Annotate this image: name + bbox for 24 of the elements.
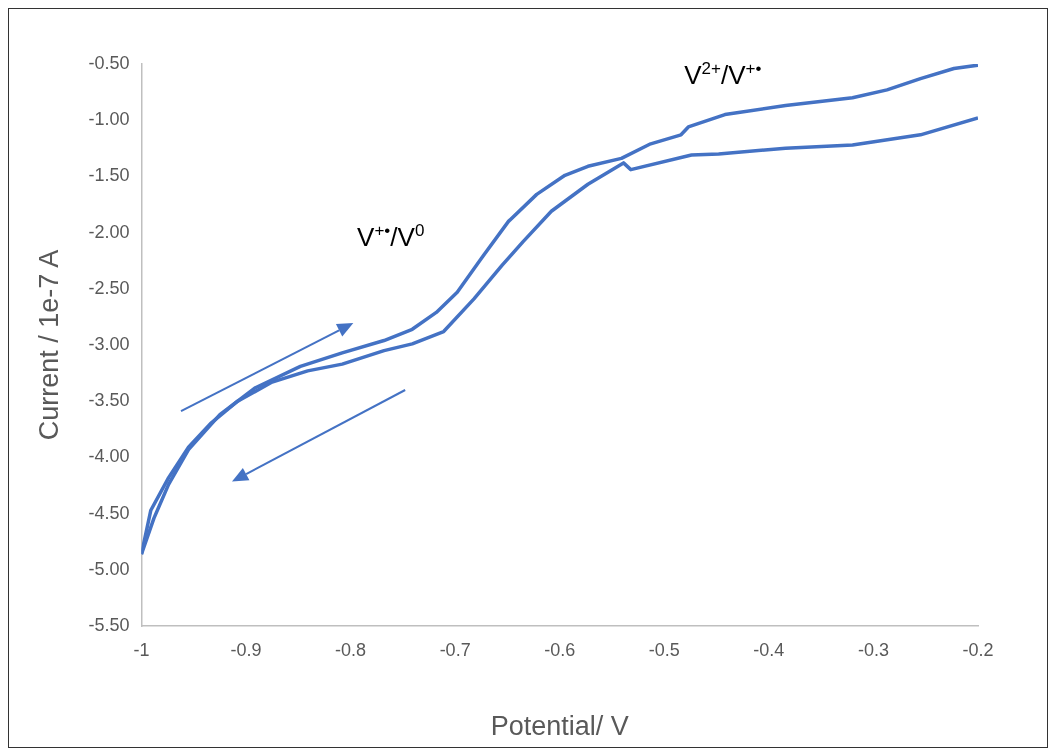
x-tick-label: -0.8 <box>335 639 367 660</box>
y-tick-label: -1.50 <box>88 165 130 186</box>
y-tick-label: -0.50 <box>88 52 130 73</box>
y-tick-label: -5.00 <box>88 558 130 579</box>
y-tick-label: -3.50 <box>88 390 130 411</box>
y-tick-label: -3.00 <box>88 333 130 354</box>
y-tick-label: -4.50 <box>88 502 130 523</box>
y-tick-label: -1.00 <box>88 109 130 130</box>
x-tick-label: -0.9 <box>230 639 262 660</box>
x-tick-label: -0.3 <box>857 639 889 660</box>
y-tick-label: -2.00 <box>88 221 130 242</box>
x-tick-label: -0.2 <box>962 639 994 660</box>
x-tick-label: -0.4 <box>753 639 785 660</box>
y-tick-label: -4.00 <box>88 446 130 467</box>
x-tick-label: -1 <box>133 639 150 660</box>
annotation: V$^{2+}$/V$^{+•}$ <box>684 58 762 91</box>
y-axis-title: Current / 1e-7 A <box>33 249 64 441</box>
x-tick-label: -0.5 <box>648 639 680 660</box>
x-axis-title: Potential/ V <box>490 711 629 742</box>
y-tick-label: -2.50 <box>88 277 130 298</box>
annotation: V$^{+•}$/V$^{0}$ <box>357 220 425 253</box>
x-tick-label: -0.7 <box>439 639 471 660</box>
x-tick-label: -0.6 <box>544 639 576 660</box>
y-tick-label: -5.50 <box>88 614 130 635</box>
